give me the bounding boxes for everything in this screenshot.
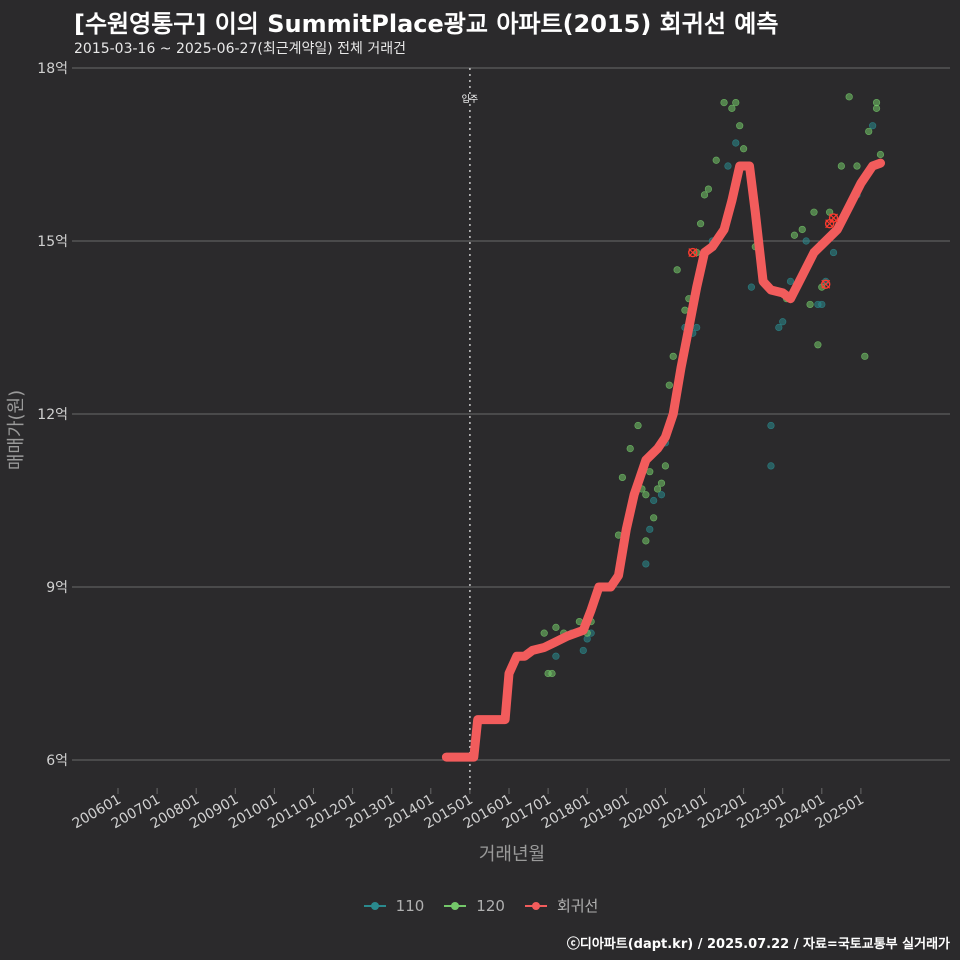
data-point-110 — [775, 323, 783, 332]
legend-key-regression — [523, 899, 549, 913]
legend-key-120 — [442, 899, 468, 913]
data-point-120 — [837, 162, 845, 170]
regression-layer — [441, 158, 885, 762]
point-layer — [540, 93, 885, 678]
data-point-110 — [786, 277, 795, 285]
move-in-label: 입주 — [462, 93, 479, 105]
legend-item-110[interactable]: 110 — [362, 896, 425, 915]
data-point-120 — [814, 341, 822, 349]
data-point-110 — [747, 283, 756, 291]
regression-line — [441, 158, 885, 762]
data-point-120 — [810, 208, 818, 216]
data-point-120 — [739, 145, 748, 153]
data-point-110 — [802, 237, 810, 245]
legend-label-120: 120 — [476, 896, 505, 915]
data-point-120 — [736, 122, 744, 130]
data-point-120 — [626, 445, 634, 453]
legend-label-110: 110 — [395, 896, 425, 915]
y-tick-label: 18억 — [37, 61, 68, 77]
regression-marker-cross — [688, 248, 698, 257]
data-point-120 — [845, 93, 853, 101]
y-tick-label: 9억 — [46, 580, 68, 596]
x-axis-title: 거래년월 — [479, 844, 545, 865]
y-tick-label: 12억 — [37, 407, 68, 423]
data-point-120 — [853, 162, 861, 170]
legend-item-regression[interactable]: 회귀선 — [523, 895, 598, 916]
data-point-120 — [861, 352, 869, 360]
data-point-120 — [642, 491, 650, 499]
data-point-110 — [642, 560, 650, 568]
data-point-120 — [790, 231, 799, 239]
data-point-120 — [806, 300, 814, 309]
regression-marker-cross — [821, 279, 831, 289]
data-point-120 — [650, 514, 658, 522]
data-point-110 — [732, 139, 740, 147]
legend: 110 120 회귀선 — [0, 895, 960, 916]
grid-layer — [72, 67, 950, 761]
data-point-120 — [673, 266, 681, 274]
data-point-120 — [876, 150, 885, 159]
data-point-120 — [548, 669, 556, 678]
chart-subtitle: 2015-03-16 ~ 2025-06-27(최근계약일) 전체 거래건 — [74, 41, 406, 57]
data-point-120 — [700, 191, 709, 199]
data-point-110 — [693, 323, 701, 332]
data-point-120 — [552, 623, 560, 631]
data-point-110 — [767, 462, 775, 470]
data-point-120 — [642, 537, 650, 545]
data-point-120 — [712, 156, 720, 164]
data-point-120 — [732, 98, 740, 107]
legend-label-regression: 회귀선 — [556, 897, 599, 915]
y-axis-title: 매매가(원) — [6, 390, 27, 470]
data-point-110 — [552, 652, 560, 660]
data-point-120 — [704, 185, 713, 193]
data-point-120 — [653, 485, 662, 493]
data-point-120 — [872, 98, 881, 107]
data-point-120 — [720, 98, 728, 107]
data-point-120 — [657, 479, 666, 487]
data-point-110 — [767, 421, 775, 430]
data-point-110 — [579, 646, 587, 655]
data-point-110 — [829, 248, 838, 257]
regression-marker-cross — [829, 213, 838, 223]
data-point-120 — [618, 473, 626, 482]
data-point-120 — [665, 381, 673, 389]
legend-key-110 — [362, 899, 388, 913]
data-point-120 — [661, 462, 670, 470]
data-point-120 — [798, 225, 806, 234]
data-point-110 — [869, 122, 877, 130]
data-point-120 — [865, 127, 873, 136]
chart-title: [수원영통구] 이의 SummitPlace광교 아파트(2015) 회귀선 예… — [74, 10, 779, 38]
data-point-110 — [646, 525, 654, 533]
data-point-120 — [696, 220, 705, 228]
regression-marker — [688, 247, 698, 258]
data-point-110 — [779, 318, 787, 326]
legend-item-120[interactable]: 120 — [442, 897, 505, 915]
regression-marker-cross — [825, 219, 835, 229]
data-point-120 — [669, 352, 677, 360]
label-layer: 입주 — [462, 93, 479, 105]
data-point-110 — [724, 162, 732, 170]
footer-credit: ⓒ디아파트(dapt.kr) / 2025.07.22 / 자료=국토교통부 실… — [566, 937, 950, 952]
data-point-110 — [818, 300, 826, 309]
data-point-120 — [634, 421, 642, 430]
y-tick-label: 6억 — [46, 753, 68, 769]
y-tick-label: 15억 — [37, 234, 68, 250]
data-point-110 — [657, 491, 666, 499]
regression-marker — [821, 279, 831, 289]
regression-marker — [828, 213, 839, 223]
data-point-110 — [650, 496, 658, 505]
data-point-120 — [540, 629, 548, 637]
data-point-120 — [728, 104, 736, 112]
